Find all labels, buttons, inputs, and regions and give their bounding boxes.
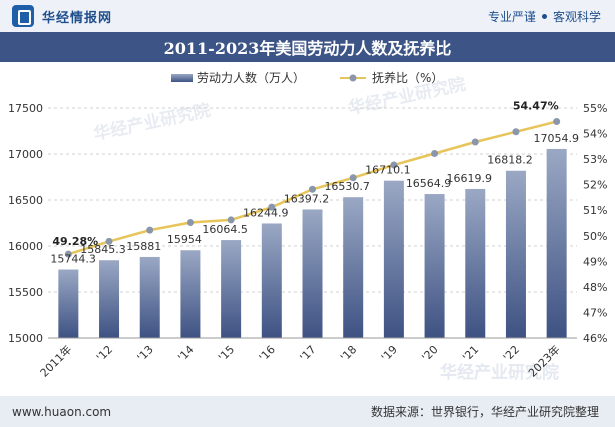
separator-dot-icon [541, 13, 547, 19]
bar [383, 180, 404, 338]
y-left-tick-label: 17500 [8, 102, 43, 115]
ratio-value-label: 54.47% [513, 100, 559, 113]
legend-bar-swatch [171, 74, 193, 82]
brand[interactable]: 华经情报网 [12, 5, 112, 27]
bar-value-label: 16397.2 [284, 192, 330, 205]
bar-value-label: 15881 [126, 240, 161, 253]
legend: 劳动力人数（万人） 抚养比（%） [171, 70, 443, 85]
bar [424, 194, 445, 338]
bar [465, 188, 486, 338]
y-left-tick-label: 15000 [8, 332, 43, 345]
footer: www.huaon.com 数据来源：世界银行，华经产业研究院整理 [0, 396, 615, 427]
tagline-right: 客观科学 [552, 9, 601, 24]
y-right-tick-label: 55% [583, 102, 607, 115]
ratio-marker [309, 185, 316, 193]
y-right-tick-label: 53% [583, 153, 607, 166]
chart-title: 2011-2023年美国劳动力人数及抚养比 [0, 32, 615, 62]
ratio-marker [553, 118, 561, 126]
y-right-tick-label: 47% [583, 306, 607, 319]
legend-marker-icon [349, 74, 357, 82]
y-right-tick-label: 48% [583, 281, 607, 294]
y-right-tick-label: 54% [583, 128, 607, 141]
bar-value-label: 16564.9 [406, 177, 452, 190]
data-source: 数据来源：世界银行，华经产业研究院整理 [370, 405, 599, 419]
chart-canvas: 华经产业研究院 华经产业研究院 华经产业研究院 劳动力人数（万人） 抚养比（%）… [0, 62, 615, 396]
bar-value-label: 15845.3 [80, 243, 126, 256]
bar [58, 269, 79, 338]
ratio-marker [146, 226, 154, 234]
bar-value-label: 16064.5 [202, 223, 248, 236]
y-right-tick-label: 52% [583, 179, 607, 192]
bar-value-label: 16818.2 [487, 154, 533, 167]
bar-value-label: 16244.9 [243, 206, 289, 219]
bar [261, 223, 282, 338]
y-left-tick-label: 16000 [8, 240, 43, 253]
bar [546, 148, 567, 338]
bars [58, 148, 567, 338]
footer-url[interactable]: www.huaon.com [12, 404, 112, 419]
bar-value-label: 16710.1 [365, 164, 411, 177]
ratio-marker [186, 218, 194, 226]
y-left-tick-label: 15500 [8, 286, 43, 299]
watermark-text: 华经产业研究院 [440, 362, 559, 383]
top-bar: 华经情报网 专业严谨 客观科学 [0, 0, 615, 32]
bar-value-label: 16530.7 [324, 180, 370, 193]
y-left-tick-label: 17000 [8, 148, 43, 161]
ratio-marker [471, 138, 479, 146]
bar-value-label: 15744.3 [50, 253, 96, 266]
ratio-marker [105, 237, 113, 245]
ratio-marker [512, 128, 520, 136]
tagline: 专业严谨 客观科学 [488, 8, 601, 25]
y-left-tick-label: 16500 [8, 194, 43, 207]
ratio-line [64, 118, 561, 258]
legend-label-bars: 劳动力人数（万人） [197, 70, 305, 85]
y-right-tick-label: 51% [583, 204, 607, 217]
y-right-tick-label: 50% [583, 230, 607, 243]
bar [221, 240, 242, 338]
tagline-left: 专业严谨 [487, 9, 536, 24]
y-right-tick-label: 49% [583, 255, 607, 268]
ratio-marker [390, 161, 398, 169]
bar [139, 256, 160, 338]
bar [99, 260, 120, 338]
bar-value-label: 15954 [167, 233, 202, 246]
bar [302, 209, 323, 338]
bar-value-label: 16619.9 [447, 172, 493, 185]
bar [343, 197, 364, 338]
ratio-value-label: 49.28% [52, 235, 98, 248]
legend-label-line: 抚养比（%） [372, 70, 443, 85]
logo-icon [12, 5, 34, 27]
bar-value-label: 17054.9 [534, 132, 580, 145]
ratio-marker [268, 203, 276, 211]
ratio-marker [431, 149, 439, 157]
ratio-marker [227, 216, 235, 224]
brand-name: 华经情报网 [42, 10, 113, 26]
bar [505, 170, 526, 338]
y-right-tick-label: 46% [583, 332, 607, 345]
ratio-marker [349, 174, 357, 182]
bar [180, 250, 201, 338]
ratio-marker [64, 250, 72, 258]
